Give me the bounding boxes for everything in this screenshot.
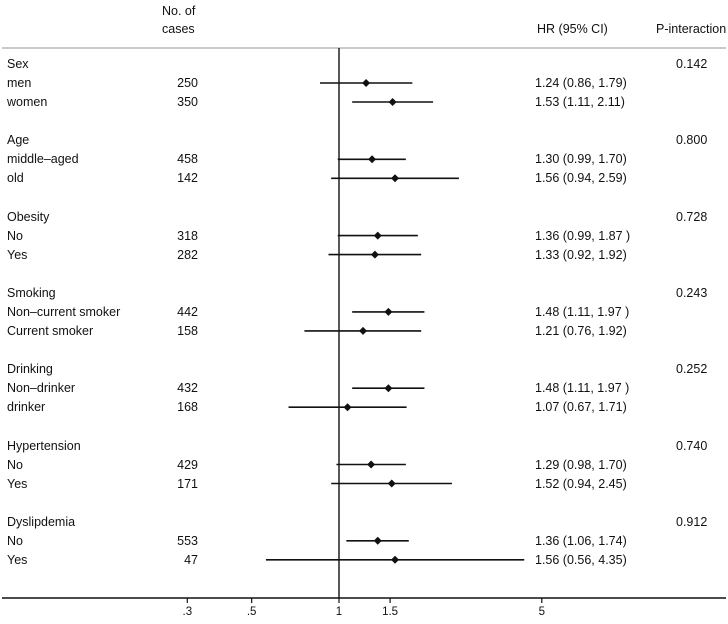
group-label: Smoking [7, 285, 56, 300]
row-label: Non–current smoker [7, 304, 121, 319]
case-count: 553 [177, 533, 198, 548]
hr-ci-text: 1.30 (0.99, 1.70) [535, 152, 627, 167]
x-tick-label: .5 [246, 606, 257, 618]
case-count: 318 [177, 228, 198, 243]
group-label: Dyslipdemia [7, 514, 76, 529]
case-count: 158 [177, 323, 198, 338]
p-interaction-value: 0.800 [676, 133, 708, 148]
row-label: men [7, 76, 32, 90]
row-label: middle–aged [7, 152, 79, 167]
group-label: Obesity [7, 209, 50, 224]
hr-ci-text: 1.29 (0.98, 1.70) [535, 457, 627, 472]
hr-ci-text: 1.36 (1.06, 1.74) [535, 533, 627, 548]
row-label: Yes [7, 552, 28, 567]
hr-ci-text: 1.24 (0.86, 1.79) [535, 76, 627, 90]
group-label: Drinking [7, 362, 53, 377]
hr-ci-text: 1.56 (0.56, 4.35) [535, 552, 627, 567]
p-interaction-header: P-interaction [656, 22, 727, 36]
hr-ci-text: 1.52 (0.94, 2.45) [535, 476, 627, 491]
row-label: Yes [7, 247, 28, 262]
row-label: Current smoker [7, 323, 94, 338]
cases-header: No. of cases [162, 2, 195, 38]
hr-ci-text: 1.21 (0.76, 1.92) [535, 323, 627, 338]
hr-point [388, 98, 397, 106]
hr-point [373, 231, 382, 240]
group-label: Hypertension [7, 438, 81, 453]
row-label: drinker [7, 400, 46, 415]
hr-point [343, 403, 352, 412]
case-count: 432 [177, 381, 198, 396]
hr-ci-text: 1.33 (0.92, 1.92) [535, 247, 627, 262]
row-label: old [7, 171, 24, 186]
hr-point [384, 384, 393, 393]
x-tick-label: 1 [335, 606, 343, 618]
case-count: 250 [177, 76, 198, 90]
hr-ci-text: 1.56 (0.94, 2.59) [535, 171, 627, 186]
p-interaction-value: 0.912 [676, 514, 708, 529]
p-interaction-value: 0.728 [676, 209, 708, 224]
row-label: No [7, 457, 23, 472]
group-label: Sex [7, 57, 29, 71]
cases-header-line2: cases [162, 22, 195, 36]
hr-ci-text: 1.36 (0.99, 1.87 ) [535, 228, 631, 243]
case-count: 142 [177, 171, 198, 186]
case-count: 442 [177, 304, 198, 319]
hr-point [368, 155, 377, 164]
row-label: Yes [7, 476, 28, 491]
p-interaction-value: 0.252 [676, 362, 708, 377]
row-label: No [7, 533, 23, 548]
case-count: 282 [177, 247, 198, 262]
hr-ci-text: 1.48 (1.11, 1.97 ) [535, 304, 630, 319]
group-label: Age [7, 133, 30, 148]
hr-point [362, 79, 371, 87]
case-count: 171 [177, 476, 198, 491]
x-tick-label: .3 [182, 606, 193, 618]
hr-point [367, 460, 376, 469]
case-count: 350 [177, 95, 198, 109]
hr-ci-text: 1.48 (1.11, 1.97 ) [535, 381, 630, 396]
case-count: 168 [177, 400, 198, 415]
hr-point [391, 555, 400, 564]
p-interaction-value: 0.142 [676, 57, 708, 71]
hr-point [359, 326, 368, 335]
case-count: 429 [177, 457, 198, 472]
hr-point [384, 307, 393, 316]
hr-point [370, 250, 379, 259]
cases-header-line1: No. of [162, 4, 196, 18]
hr-point [387, 479, 396, 488]
hr-ci-text: 1.53 (1.11, 2.11) [535, 95, 625, 109]
hr-ci-text: 1.07 (0.67, 1.71) [535, 400, 627, 415]
x-tick-label: 5 [538, 606, 545, 618]
case-count: 458 [177, 152, 198, 167]
row-label: Non–drinker [7, 381, 76, 396]
x-tick-label: 1.5 [382, 606, 399, 618]
row-label: No [7, 228, 23, 243]
case-count: 47 [184, 552, 198, 567]
row-label: women [7, 95, 48, 109]
hr-point [391, 174, 400, 183]
hr-point [373, 536, 382, 545]
hr-header: HR (95% CI) [537, 22, 608, 36]
p-interaction-value: 0.740 [676, 438, 708, 453]
p-interaction-value: 0.243 [676, 285, 708, 300]
